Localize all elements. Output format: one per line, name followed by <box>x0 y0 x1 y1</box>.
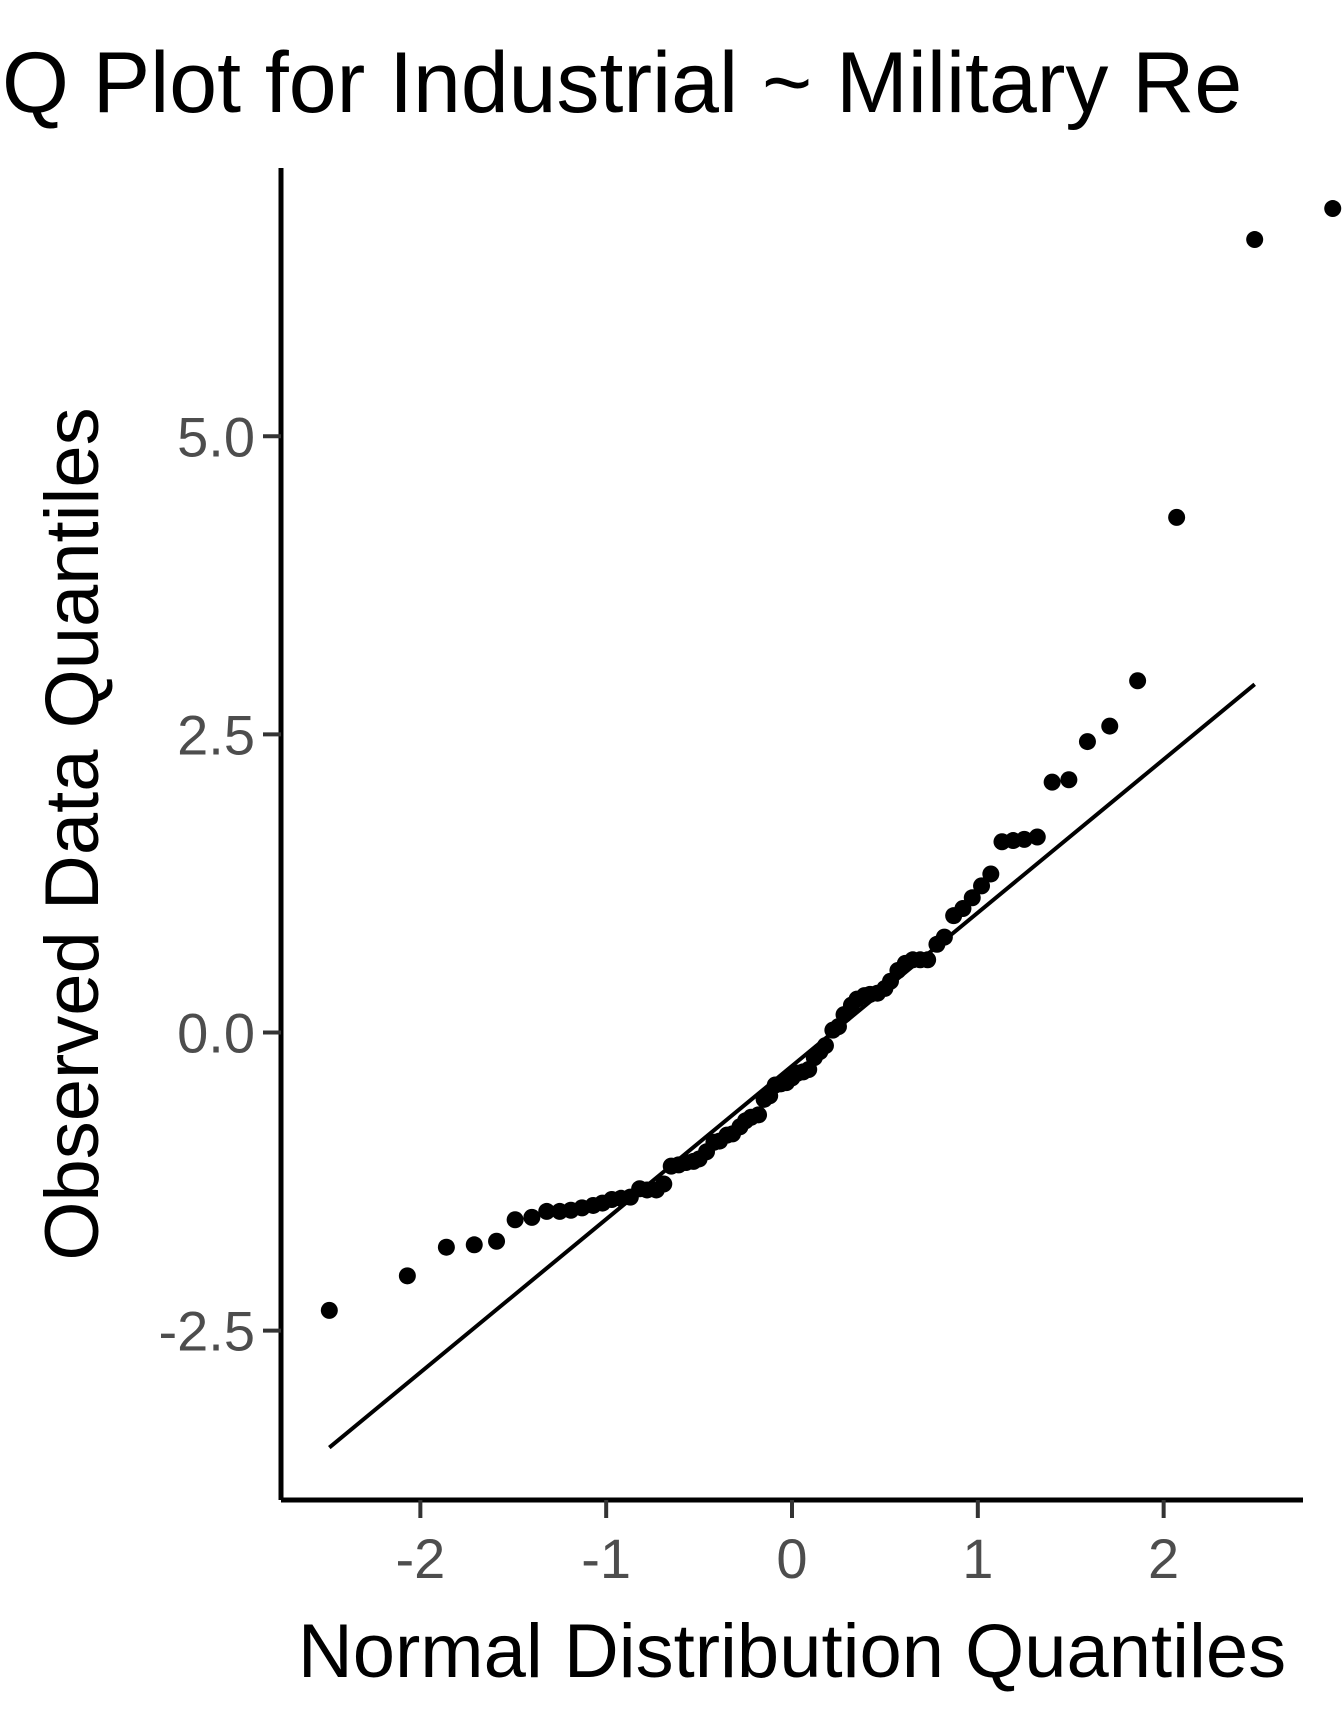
data-point <box>973 877 991 895</box>
data-point <box>655 1175 673 1193</box>
x-tick-label: -2 <box>395 1527 445 1590</box>
data-point <box>816 1037 834 1055</box>
data-point <box>750 1106 768 1124</box>
plot-area: -2.5 0.0 2.5 5.0 -2 -1 0 1 2 <box>159 168 1342 1590</box>
x-tick-label: -1 <box>581 1527 631 1590</box>
data-point <box>963 889 981 907</box>
data-point <box>1246 231 1264 249</box>
data-point <box>1324 200 1342 218</box>
data-point <box>1060 771 1078 789</box>
data-point <box>1168 508 1186 526</box>
data-point <box>1028 828 1046 846</box>
data-point <box>935 928 953 946</box>
x-tick-label: 1 <box>962 1527 993 1590</box>
data-point <box>437 1238 455 1256</box>
data-points <box>320 200 1342 1319</box>
y-ticks: -2.5 0.0 2.5 5.0 <box>159 405 281 1363</box>
x-ticks: -2 -1 0 1 2 <box>395 1500 1179 1590</box>
data-point <box>488 1232 506 1250</box>
y-tick-label: 5.0 <box>177 405 255 468</box>
data-point <box>538 1202 556 1220</box>
data-point <box>506 1211 524 1229</box>
x-tick-label: 0 <box>776 1527 807 1590</box>
data-point <box>1043 773 1061 791</box>
data-point <box>465 1236 483 1254</box>
y-axis-title: Observed Data Quantiles <box>30 407 115 1260</box>
data-point <box>1129 672 1147 690</box>
x-axis-title: Normal Distribution Quantiles <box>298 1609 1286 1694</box>
data-point <box>523 1208 541 1226</box>
data-point <box>398 1267 416 1285</box>
data-point <box>1101 717 1119 735</box>
chart-title: Q Plot for Industrial ~ Military Re <box>2 35 1242 131</box>
data-point <box>320 1301 338 1319</box>
data-point <box>919 951 937 969</box>
data-point <box>982 865 1000 883</box>
y-tick-label: 2.5 <box>177 703 255 766</box>
x-tick-label: 2 <box>1148 1527 1179 1590</box>
data-point <box>1078 733 1096 751</box>
y-tick-label: 0.0 <box>177 1002 255 1065</box>
data-point <box>1015 830 1033 848</box>
y-tick-label: -2.5 <box>159 1300 256 1363</box>
reference-line <box>328 682 1256 1450</box>
